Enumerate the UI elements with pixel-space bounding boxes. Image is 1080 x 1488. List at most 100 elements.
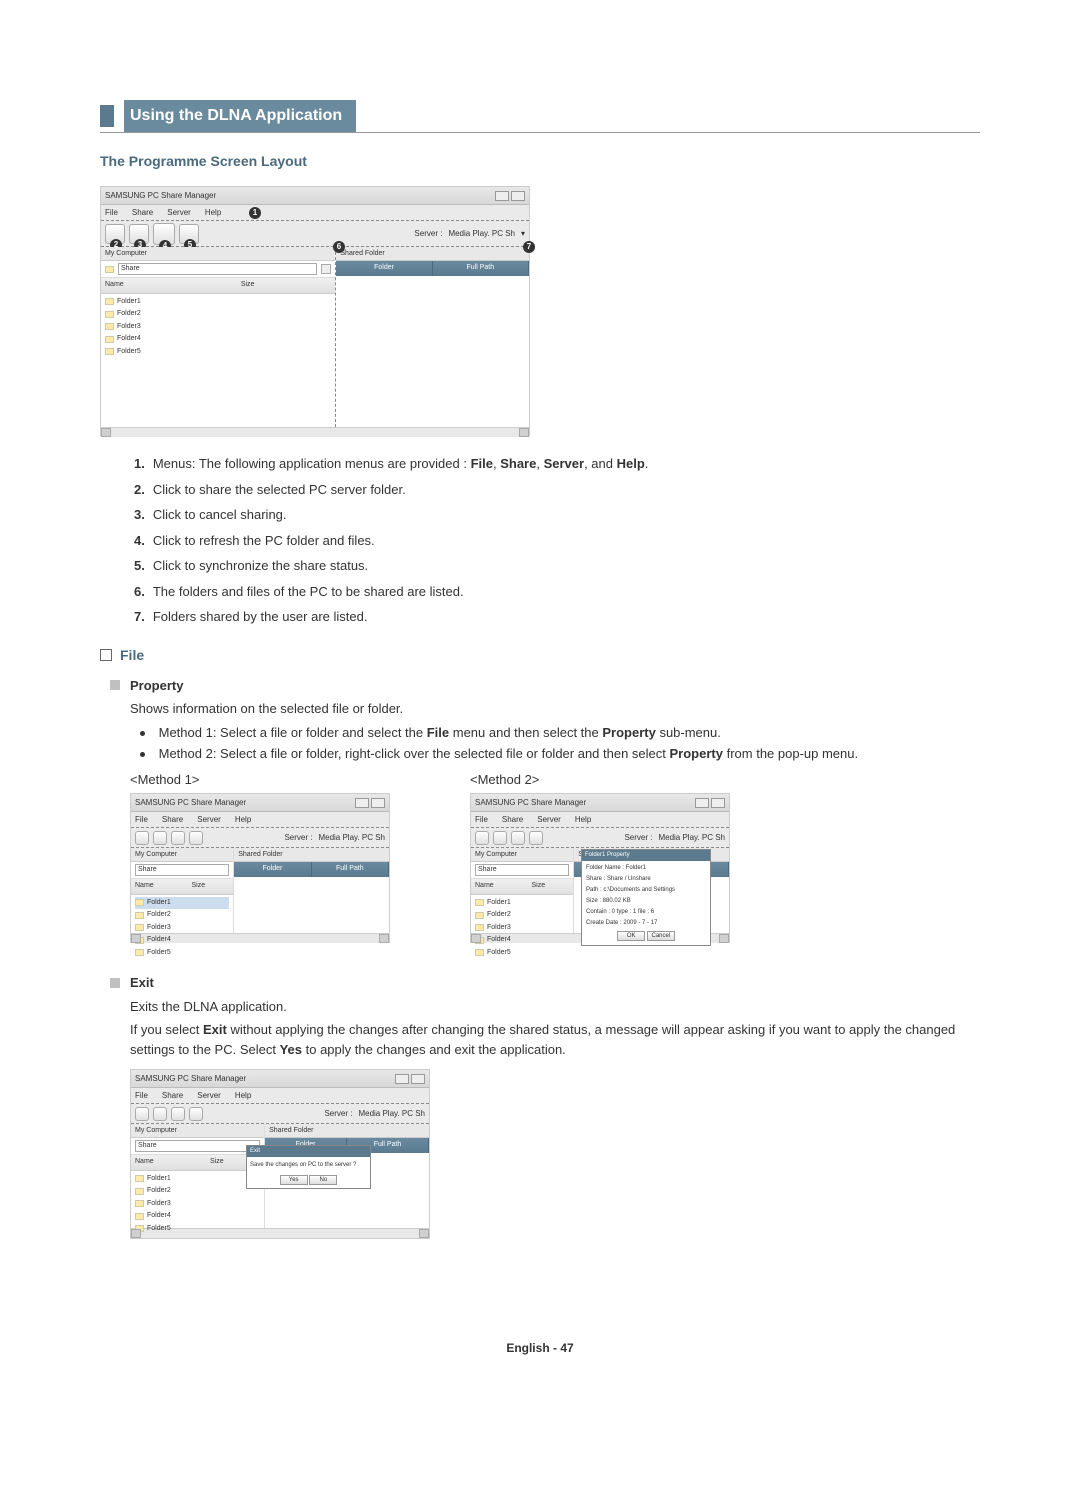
menubar: File Share Server Help 1 — [101, 205, 529, 221]
app-title: SAMSUNG PC Share Manager — [135, 797, 246, 809]
menu-share[interactable]: Share — [162, 814, 183, 826]
scrollbar[interactable] — [101, 427, 529, 437]
exit-screenshot: SAMSUNG PC Share Manager FileShareServer… — [130, 1069, 430, 1239]
folder-name: Folder4 — [117, 334, 141, 345]
folder-icon — [105, 311, 114, 318]
dialog-row: Share : Share / Unshare — [586, 875, 706, 884]
col-folder: Folder — [336, 261, 432, 276]
bold: Help — [617, 456, 645, 471]
left-pane-header: My Computer — [131, 848, 233, 862]
list-item-6: 6. The folders and files of the PC to be … — [134, 582, 980, 602]
item-num: 3. — [134, 507, 145, 522]
grey-square-icon — [110, 680, 120, 690]
scroll-track[interactable] — [111, 428, 519, 437]
server-label-text: Server : — [284, 832, 312, 844]
badge-1: 1 — [249, 207, 261, 219]
scroll-right-icon[interactable] — [519, 428, 529, 437]
folder-name: Folder1 — [117, 297, 141, 308]
grey-square-icon — [110, 978, 120, 988]
bold: Exit — [203, 1022, 227, 1037]
dropdown-icon[interactable]: ▾ — [521, 228, 525, 240]
share-icon[interactable]: 2 — [105, 224, 125, 244]
dialog-title: Exit — [247, 1146, 370, 1157]
share-bar: Share — [101, 261, 335, 278]
folder-icon — [105, 323, 114, 330]
yes-button[interactable]: Yes — [280, 1175, 308, 1185]
menu-help[interactable]: Help — [205, 207, 221, 219]
list-item[interactable]: Folder4 — [105, 333, 331, 346]
method1-row: Method 1: Select a file or folder and se… — [140, 723, 980, 743]
unshare-icon[interactable]: 3 — [129, 224, 149, 244]
item-num: 4. — [134, 533, 145, 548]
no-button[interactable]: No — [309, 1175, 337, 1185]
bullet-icon — [140, 752, 145, 757]
method1-screenshot: SAMSUNG PC Share Manager File Share Serv… — [130, 793, 390, 943]
list-item[interactable]: Folder3 — [105, 321, 331, 334]
m2-text: Method 2: Select a file or folder, right… — [159, 746, 670, 761]
text: If you select — [130, 1022, 203, 1037]
toolbar: Server : Media Play. PC Sh — [131, 828, 389, 848]
menu-server[interactable]: Server — [197, 814, 221, 826]
numbered-list: 1.Menus: The following application menus… — [134, 454, 980, 627]
menu-server[interactable]: Server — [167, 207, 191, 219]
close-button[interactable] — [511, 191, 525, 201]
sync-icon[interactable]: 5 — [179, 224, 199, 244]
menu-share[interactable]: Share — [132, 207, 153, 219]
bold: Share — [500, 456, 536, 471]
menu-file[interactable]: File — [135, 814, 148, 826]
scroll-left-icon[interactable] — [101, 428, 111, 437]
go-button[interactable] — [321, 264, 331, 274]
share-dropdown[interactable]: Share — [118, 263, 317, 275]
menu-file[interactable]: File — [105, 207, 118, 219]
folder-icon — [105, 298, 114, 305]
folder-name: Folder2 — [117, 309, 141, 320]
suffix: . — [645, 456, 649, 471]
section-title: Using the DLNA Application — [124, 100, 356, 132]
exit-heading-text: Exit — [130, 973, 154, 993]
item-text: Click to refresh the PC folder and files… — [153, 533, 375, 548]
right-pane-header: Shared Folder — [234, 848, 389, 862]
right-pane: Shared Folder Folder Full Path — [336, 247, 529, 427]
folder-name: Folder5 — [117, 347, 141, 358]
menu-help[interactable]: Help — [235, 814, 251, 826]
square-marker-icon — [100, 649, 112, 661]
left-pane-header: My Computer — [101, 247, 335, 261]
text: to apply the changes and exit the applic… — [302, 1042, 566, 1057]
property-desc: Shows information on the selected file o… — [130, 699, 980, 719]
list-item[interactable]: Folder5 — [105, 346, 331, 359]
exit-dialog: Exit Save the changes on PC to the serve… — [246, 1145, 371, 1189]
share-dropdown[interactable]: Share — [135, 864, 229, 876]
property-heading: Property — [110, 676, 980, 696]
cancel-button[interactable]: Cancel — [647, 931, 675, 941]
item-text: Click to share the selected PC server fo… — [153, 482, 406, 497]
list-item-1: 1.Menus: The following application menus… — [134, 454, 980, 474]
window-buttons — [495, 191, 525, 201]
list-item[interactable]: Folder1 — [105, 296, 331, 309]
folder-icon — [105, 336, 114, 343]
bold: File — [427, 725, 449, 740]
item-text: Folders shared by the user are listed. — [153, 609, 368, 624]
server-value[interactable]: Media Play. PC Sh — [318, 832, 385, 844]
dialog-title: Folder1 Property — [582, 850, 710, 861]
accent-bar — [100, 105, 114, 127]
method2-screenshot: SAMSUNG PC Share Manager FileShareServer… — [470, 793, 730, 943]
item-num: 5. — [134, 558, 145, 573]
method1-label: <Method 1> — [130, 770, 410, 790]
minimize-button[interactable] — [495, 191, 509, 201]
refresh-icon[interactable]: 4 — [153, 223, 175, 245]
folder-icon — [105, 348, 114, 355]
badge-7: 7 — [523, 241, 535, 253]
list-item[interactable]: Folder2 — [105, 308, 331, 321]
method-screenshots: <Method 1> SAMSUNG PC Share Manager File… — [130, 770, 980, 944]
server-value[interactable]: Media Play. PC Sh — [448, 228, 515, 240]
dialog-row: Folder Name : Folder1 — [586, 864, 706, 873]
ok-button[interactable]: OK — [617, 931, 645, 941]
item-num: 6. — [134, 584, 145, 599]
bold: Property — [602, 725, 655, 740]
item-text: The folders and files of the PC to be sh… — [153, 584, 464, 599]
list-item-7: 7.Folders shared by the user are listed. — [134, 607, 980, 627]
heading-text: File — [120, 645, 144, 666]
exit-line2: If you select Exit without applying the … — [130, 1020, 980, 1059]
file-heading: File — [100, 645, 980, 666]
exit-line1: Exits the DLNA application. — [130, 997, 980, 1017]
